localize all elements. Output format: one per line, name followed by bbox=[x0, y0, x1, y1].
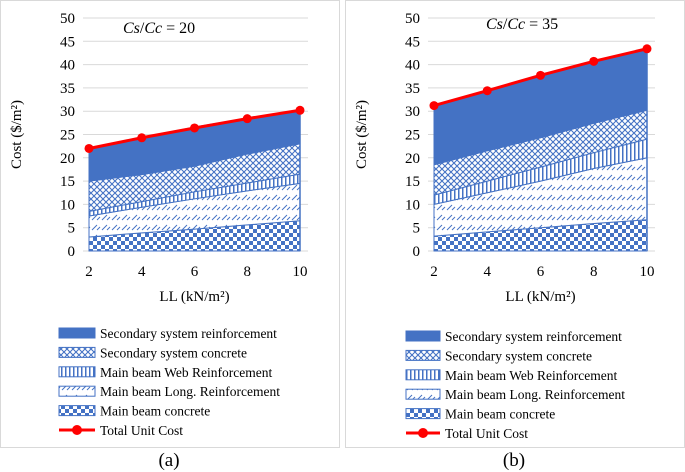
x-tick-label: 2 bbox=[430, 264, 438, 280]
legend-label: Secondary system reinforcement bbox=[445, 329, 622, 344]
y-tick-label: 25 bbox=[60, 128, 75, 144]
legend-swatch bbox=[405, 349, 441, 361]
legend-swatch bbox=[58, 327, 96, 339]
caption-b: (b) bbox=[502, 450, 526, 471]
x-tick-label: 10 bbox=[293, 264, 308, 280]
y-tick-label: 0 bbox=[68, 244, 76, 260]
legend-swatch bbox=[405, 388, 441, 400]
x-tick-label: 4 bbox=[484, 264, 492, 280]
legend-label: Secondary system concrete bbox=[445, 348, 592, 363]
total-unit-cost-point bbox=[84, 143, 94, 153]
chart-title: Cs/Cc = 20 bbox=[123, 20, 195, 37]
x-axis-label: LL (kN/m²) bbox=[505, 289, 575, 305]
legend-swatch bbox=[405, 330, 441, 342]
y-tick-label: 25 bbox=[405, 128, 420, 144]
y-tick-label: 40 bbox=[60, 58, 75, 74]
legend-label: Main beam Web Reinforcement bbox=[100, 365, 272, 380]
legend-marker bbox=[72, 425, 82, 435]
y-axis-label: Cost ($/m²) bbox=[354, 100, 370, 169]
x-tick-label: 8 bbox=[590, 264, 598, 280]
y-tick-label: 15 bbox=[60, 174, 75, 190]
legend-swatch bbox=[58, 385, 96, 397]
total-unit-cost-point bbox=[536, 70, 545, 80]
legend-label: Total Unit Cost bbox=[445, 426, 528, 441]
total-unit-cost-point bbox=[137, 133, 147, 143]
x-tick-label: 2 bbox=[85, 264, 93, 280]
y-tick-label: 30 bbox=[60, 104, 75, 120]
y-tick-label: 20 bbox=[405, 151, 420, 167]
legend-marker bbox=[418, 428, 428, 438]
legend-label: Main beam concrete bbox=[100, 404, 210, 419]
y-tick-label: 15 bbox=[405, 174, 420, 190]
y-axis-label: Cost ($/m²) bbox=[9, 100, 25, 169]
y-tick-label: 0 bbox=[413, 244, 421, 260]
y-tick-label: 30 bbox=[405, 104, 420, 120]
chart-svg: 0 5 10 15 20 25 30 35 40 45 50 2 4 6 8 10 Cs/Cc = 35 LL (… bbox=[354, 11, 655, 441]
total-unit-cost-point bbox=[190, 123, 199, 133]
y-tick-label: 10 bbox=[60, 197, 75, 213]
chart-panel-a: 0 5 10 15 20 25 30 35 40 45 50 2 4 6 8 10 Cs/Cc = 20 LL (… bbox=[0, 0, 340, 448]
x-tick-label: 10 bbox=[640, 264, 655, 280]
legend-swatch bbox=[58, 346, 96, 358]
legend-label: Secondary system reinforcement bbox=[100, 326, 277, 341]
legend-label: Main beam Long. Reinforcement bbox=[100, 384, 280, 399]
x-tick-label: 8 bbox=[244, 264, 252, 280]
total-unit-cost-point bbox=[242, 114, 252, 124]
x-tick-label: 6 bbox=[537, 264, 545, 280]
total-unit-cost-point bbox=[642, 44, 652, 54]
total-unit-cost-point bbox=[429, 101, 439, 111]
y-tick-label: 50 bbox=[405, 11, 420, 27]
x-tick-label: 6 bbox=[191, 264, 199, 280]
y-tick-label: 10 bbox=[405, 197, 420, 213]
legend-swatch bbox=[58, 405, 96, 417]
total-unit-cost-point bbox=[295, 105, 305, 115]
legend-swatch bbox=[405, 369, 441, 381]
total-unit-cost-point bbox=[482, 86, 492, 96]
legend-swatch bbox=[405, 408, 441, 420]
legend-label: Main beam Long. Reinforcement bbox=[445, 387, 625, 402]
y-tick-label: 45 bbox=[60, 34, 75, 50]
y-tick-label: 20 bbox=[60, 151, 75, 167]
x-axis-label: LL (kN/m²) bbox=[159, 289, 229, 305]
chart-svg: 0 5 10 15 20 25 30 35 40 45 50 2 4 6 8 10 Cs/Cc = 20 LL (… bbox=[9, 11, 308, 438]
legend-label: Total Unit Cost bbox=[100, 423, 183, 438]
chart-panel-b: 0 5 10 15 20 25 30 35 40 45 50 2 4 6 8 10 Cs/Cc = 35 LL (… bbox=[345, 0, 685, 448]
total-unit-cost-point bbox=[589, 56, 599, 66]
legend-label: Main beam concrete bbox=[445, 407, 555, 422]
y-tick-label: 5 bbox=[68, 221, 76, 237]
legend-swatch bbox=[58, 366, 96, 378]
legend-label: Secondary system concrete bbox=[100, 345, 247, 360]
y-tick-label: 35 bbox=[405, 81, 420, 97]
caption-a: (a) bbox=[158, 450, 180, 471]
chart-title: Cs/Cc = 35 bbox=[486, 16, 558, 33]
y-tick-label: 40 bbox=[405, 58, 420, 74]
y-tick-label: 5 bbox=[413, 221, 421, 237]
y-tick-label: 35 bbox=[60, 81, 75, 97]
y-tick-label: 45 bbox=[405, 34, 420, 50]
y-tick-label: 50 bbox=[60, 11, 75, 27]
legend-label: Main beam Web Reinforcement bbox=[445, 368, 617, 383]
x-tick-label: 4 bbox=[138, 264, 146, 280]
